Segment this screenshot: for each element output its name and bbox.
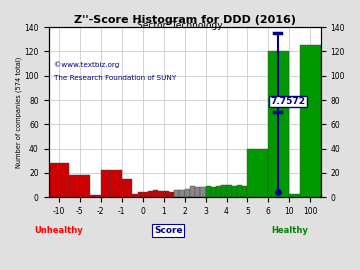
Bar [247,148,269,197]
Bar [169,192,174,197]
Bar [158,191,164,197]
Bar [269,52,289,197]
Bar [111,170,122,197]
Bar [190,186,195,197]
Text: ©www.textbiz.org: ©www.textbiz.org [54,61,119,68]
Text: 7.7572: 7.7572 [270,97,305,106]
Bar [206,186,211,197]
Bar [49,163,69,197]
Bar [69,175,90,197]
Bar [138,192,143,197]
Bar [300,45,321,197]
Bar [132,194,138,197]
Text: Healthy: Healthy [271,226,308,235]
Text: The Research Foundation of SUNY: The Research Foundation of SUNY [54,75,176,81]
Bar [221,185,226,197]
Bar [143,192,148,197]
Bar [153,190,158,197]
Text: Sector: Technology: Sector: Technology [137,21,223,30]
Bar [201,187,206,197]
Bar [90,195,101,197]
Bar [174,190,179,197]
Bar [101,170,111,197]
Bar [226,185,232,197]
Bar [242,186,247,197]
Bar [185,189,190,197]
Title: Z''-Score Histogram for DDD (2016): Z''-Score Histogram for DDD (2016) [74,15,296,25]
Bar [164,191,169,197]
Bar [148,191,153,197]
Bar [211,187,216,197]
Bar [122,179,132,197]
Bar [232,186,237,197]
Bar [289,194,300,197]
Bar [195,187,201,197]
Bar [216,186,221,197]
Text: Score: Score [154,226,183,235]
Text: Unhealthy: Unhealthy [35,226,84,235]
Y-axis label: Number of companies (574 total): Number of companies (574 total) [15,56,22,168]
Bar [237,185,242,197]
Bar [179,190,185,197]
